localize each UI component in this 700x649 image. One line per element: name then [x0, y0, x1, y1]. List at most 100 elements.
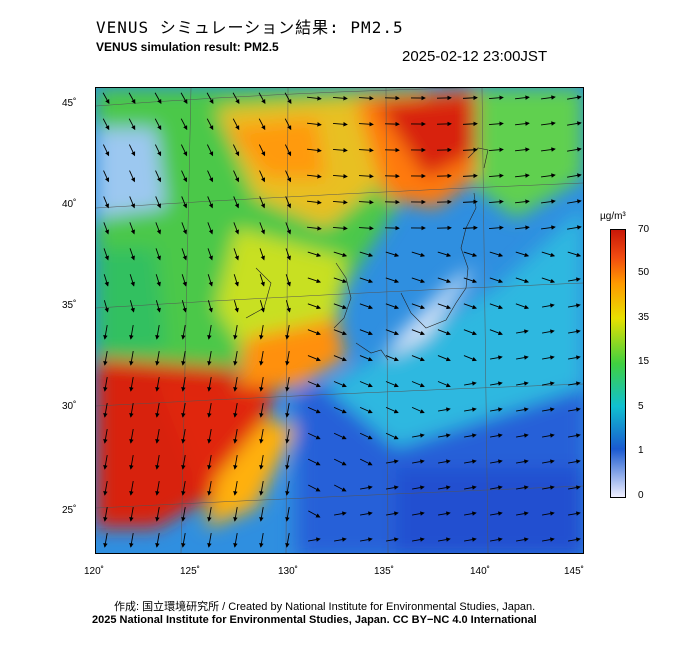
wind-arrow	[181, 325, 186, 340]
wind-arrow	[489, 277, 504, 284]
map-title-japanese: VENUS シミュレーション結果: PM2.5	[96, 18, 404, 37]
wind-arrow	[307, 303, 321, 310]
wind-arrow	[516, 537, 529, 542]
wind-arrow	[333, 406, 347, 414]
wind-arrow	[154, 144, 162, 157]
wind-arrow	[567, 121, 582, 126]
wind-arrow	[490, 511, 503, 516]
wind-arrow	[360, 537, 373, 542]
wind-arrow	[155, 533, 160, 548]
wind-arrow	[385, 406, 399, 414]
wind-arrow	[207, 507, 212, 522]
wind-arrow	[438, 511, 451, 516]
wind-arrow	[385, 381, 399, 388]
wind-arrow	[516, 459, 529, 464]
wind-arrow	[259, 325, 264, 340]
wind-arrow	[259, 481, 264, 496]
wind-arrow	[181, 351, 186, 366]
wind-arrow	[129, 377, 134, 392]
wind-arrow	[306, 200, 322, 205]
wind-arrow	[285, 533, 290, 548]
wind-arrow	[259, 455, 264, 470]
wind-arrow	[181, 377, 186, 392]
lat-tick-30: 30˚	[62, 401, 77, 412]
wind-arrow	[568, 433, 581, 438]
wind-arrow	[359, 277, 374, 284]
wind-arrow	[568, 329, 581, 334]
wind-vectors	[102, 92, 582, 548]
wind-arrow	[411, 355, 425, 362]
wind-arrow	[568, 537, 581, 542]
wind-arrow	[567, 95, 582, 100]
wind-arrow	[462, 199, 478, 205]
wind-arrow	[438, 433, 451, 438]
wind-arrow	[489, 329, 503, 336]
wind-arrow	[358, 95, 374, 101]
wind-arrow	[333, 381, 347, 388]
wind-arrow	[233, 196, 240, 209]
wind-arrow	[207, 170, 214, 183]
wind-arrow	[259, 170, 266, 183]
wind-arrow	[514, 225, 530, 230]
wind-arrow	[385, 355, 399, 362]
wind-arrow	[103, 507, 108, 522]
colorbar-label-5: 5	[638, 401, 644, 412]
colorbar-label-0: 0	[638, 490, 644, 501]
wind-arrow	[542, 329, 555, 334]
wind-arrow	[333, 251, 348, 258]
wind-arrow	[155, 351, 160, 366]
wind-arrow	[488, 121, 504, 126]
wind-arrow	[233, 533, 238, 548]
wind-arrow	[567, 251, 582, 258]
wind-arrow	[307, 458, 321, 466]
wind-arrow	[488, 173, 504, 178]
wind-arrow	[462, 225, 478, 231]
wind-arrow	[233, 507, 238, 522]
wind-arrow	[438, 485, 451, 490]
colorbar	[610, 229, 626, 498]
pm25-concentration-field	[96, 88, 583, 553]
wind-arrow	[463, 303, 477, 310]
wind-arrow	[464, 459, 477, 464]
wind-arrow	[514, 199, 530, 204]
wind-arrow	[308, 484, 321, 492]
wind-arrow	[233, 170, 240, 183]
wind-arrow	[516, 329, 529, 334]
wind-arrow	[259, 351, 264, 366]
wind-arrow	[411, 303, 425, 310]
wind-arrow	[181, 429, 186, 444]
wind-arrow	[258, 144, 266, 157]
wind-arrow	[386, 537, 399, 542]
wind-arrow	[285, 429, 290, 444]
wind-arrow	[306, 122, 322, 127]
wind-arrow	[233, 248, 239, 261]
wind-arrow	[103, 455, 108, 470]
wind-arrow	[129, 351, 134, 366]
wind-arrow	[103, 429, 108, 444]
wind-arrow	[567, 225, 582, 230]
wind-arrow	[567, 147, 582, 152]
wind-arrow	[232, 144, 240, 157]
wind-arrow	[181, 300, 187, 313]
wind-arrow	[359, 432, 373, 440]
wind-arrow	[285, 300, 291, 313]
wind-arrow	[567, 199, 582, 204]
wind-arrow	[541, 225, 556, 230]
wind-arrow	[333, 277, 348, 284]
wind-arrow	[568, 407, 581, 412]
wind-arrow	[102, 118, 110, 131]
wind-arrow	[258, 92, 266, 105]
wind-arrow	[207, 222, 213, 235]
wind-arrow	[155, 403, 160, 418]
wind-arrow	[284, 118, 292, 131]
wind-arrow	[412, 485, 425, 490]
wind-arrow	[259, 248, 265, 261]
wind-arrow	[233, 274, 239, 287]
wind-arrow	[155, 170, 162, 183]
wind-arrow	[490, 537, 503, 542]
wind-arrow	[103, 481, 108, 496]
wind-arrow	[154, 118, 162, 131]
wind-arrow	[437, 329, 451, 336]
wind-arrow	[181, 403, 186, 418]
wind-arrow	[233, 222, 239, 235]
